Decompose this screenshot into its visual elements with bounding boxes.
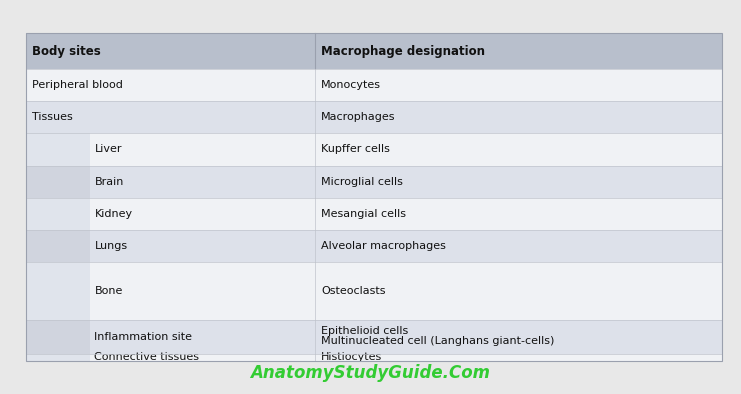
Text: Monocytes: Monocytes (321, 80, 381, 90)
Text: Kidney: Kidney (94, 209, 133, 219)
Bar (26, 320, 722, 354)
Text: Macrophages: Macrophages (321, 112, 396, 122)
Bar (26, 198, 722, 230)
Text: Peripheral blood: Peripheral blood (32, 80, 123, 90)
Bar (26, 198, 90, 230)
Bar (26, 230, 90, 262)
Bar (26, 262, 722, 320)
Bar (26, 165, 722, 198)
Text: Histiocytes: Histiocytes (321, 352, 382, 362)
Text: Inflammation site: Inflammation site (94, 332, 193, 342)
Text: Bone: Bone (94, 286, 123, 296)
Bar (26, 133, 722, 165)
Text: Kupffer cells: Kupffer cells (321, 145, 390, 154)
Text: Multinucleated cell (Langhans giant-cells): Multinucleated cell (Langhans giant-cell… (321, 336, 554, 346)
Bar (26, 101, 722, 133)
Text: Mesangial cells: Mesangial cells (321, 209, 406, 219)
Bar (26, 69, 722, 101)
Bar (26, 354, 90, 361)
Text: Tissues: Tissues (32, 112, 73, 122)
Text: Alveolar macrophages: Alveolar macrophages (321, 241, 446, 251)
Text: Osteoclasts: Osteoclasts (321, 286, 385, 296)
Bar (26, 133, 90, 165)
Bar (26, 33, 722, 361)
Text: Connective tissues: Connective tissues (94, 352, 199, 362)
Bar (26, 354, 722, 361)
Bar (26, 262, 90, 320)
Bar (26, 320, 90, 354)
Text: Lungs: Lungs (94, 241, 127, 251)
Text: Macrophage designation: Macrophage designation (321, 45, 485, 58)
Text: Body sites: Body sites (32, 45, 101, 58)
Bar (26, 230, 722, 262)
Text: Liver: Liver (94, 145, 122, 154)
Bar (26, 33, 722, 69)
Text: Brain: Brain (94, 177, 124, 187)
Text: Epithelioid cells: Epithelioid cells (321, 326, 408, 336)
Bar (26, 165, 90, 198)
Text: Microglial cells: Microglial cells (321, 177, 403, 187)
Text: AnatomyStudyGuide.Com: AnatomyStudyGuide.Com (250, 364, 491, 382)
